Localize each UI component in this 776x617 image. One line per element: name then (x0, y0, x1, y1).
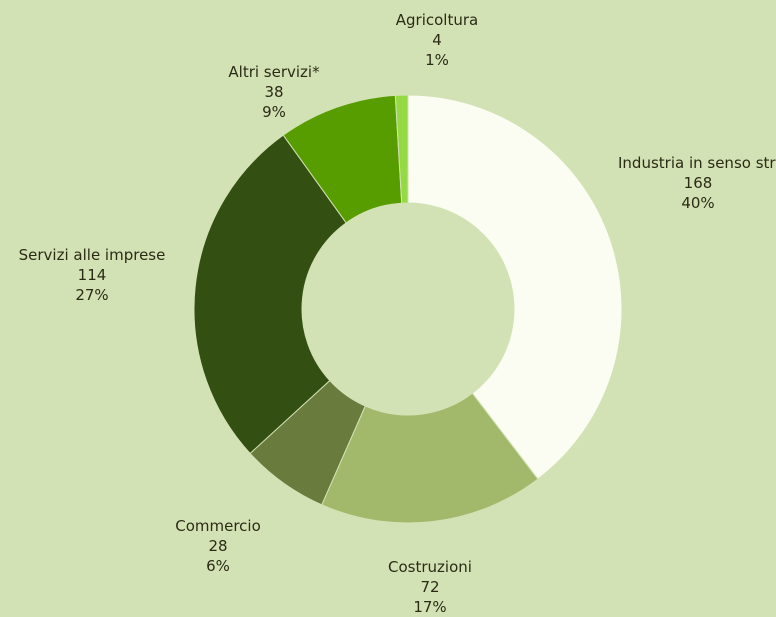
label-altri-servizi: Altri servizi* 38 9% (214, 62, 334, 122)
label-industria: Industria in senso stretto 168 40% (618, 153, 776, 213)
label-servizi-imprese-name: Servizi alle imprese (18, 246, 166, 264)
label-agricoltura-name: Agricoltura (395, 11, 479, 29)
label-costruzioni-percent: 17% (413, 598, 447, 616)
label-industria-value: 168 (683, 174, 713, 192)
slice-costruzioni (321, 392, 539, 524)
label-altri-servizi-name: Altri servizi* (228, 63, 320, 81)
label-altri-servizi-percent: 9% (262, 103, 286, 121)
label-costruzioni-value: 72 (420, 578, 440, 596)
slice-industria-in-senso-stretto (407, 94, 623, 480)
label-agricoltura: Agricoltura 4 1% (377, 10, 497, 70)
label-servizi-imprese: Servizi alle imprese 114 27% (6, 245, 178, 305)
label-commercio-percent: 6% (206, 557, 230, 575)
label-costruzioni: Costruzioni 72 17% (370, 557, 490, 617)
slice-agricoltura (394, 94, 409, 204)
label-servizi-imprese-percent: 27% (75, 286, 109, 304)
label-commercio-value: 28 (208, 537, 228, 555)
slice-servizi-alle-imprese (193, 134, 347, 455)
slices-group (193, 94, 623, 524)
label-servizi-imprese-value: 114 (77, 266, 107, 284)
label-altri-servizi-value: 38 (264, 83, 284, 101)
label-costruzioni-name: Costruzioni (388, 558, 472, 576)
label-commercio: Commercio 28 6% (158, 516, 278, 576)
label-agricoltura-percent: 1% (425, 51, 449, 69)
label-agricoltura-value: 4 (432, 31, 442, 49)
label-industria-name: Industria in senso stretto (618, 154, 776, 172)
label-commercio-name: Commercio (175, 517, 261, 535)
label-industria-percent: 40% (681, 194, 715, 212)
